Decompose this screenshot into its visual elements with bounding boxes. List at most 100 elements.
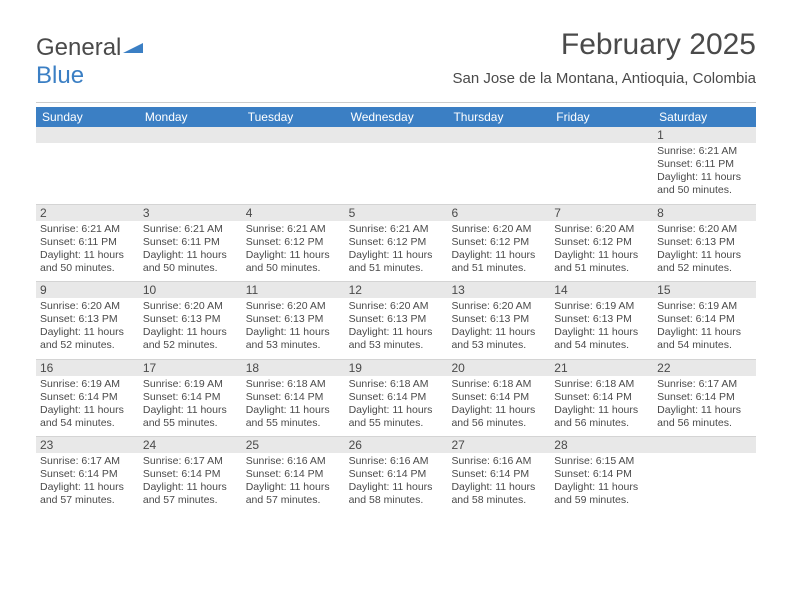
day-number: 17 <box>139 360 242 376</box>
day-info-line: and 56 minutes. <box>657 417 752 430</box>
day-info-line: Sunset: 6:14 PM <box>451 391 546 404</box>
day-info-line: and 52 minutes. <box>143 339 238 352</box>
day-info-line: and 53 minutes. <box>246 339 341 352</box>
day-number <box>36 127 139 143</box>
day-info-line: and 54 minutes. <box>40 417 135 430</box>
day-cell: Sunrise: 6:18 AMSunset: 6:14 PMDaylight:… <box>345 376 448 435</box>
day-cell <box>653 453 756 512</box>
day-info-line: and 55 minutes. <box>246 417 341 430</box>
day-info-line: Sunset: 6:14 PM <box>246 391 341 404</box>
day-info-line: Daylight: 11 hours <box>451 326 546 339</box>
day-cell <box>139 143 242 202</box>
day-info-line: Daylight: 11 hours <box>451 249 546 262</box>
day-cell: Sunrise: 6:18 AMSunset: 6:14 PMDaylight:… <box>447 376 550 435</box>
day-info-line: Daylight: 11 hours <box>246 481 341 494</box>
day-info-line: and 57 minutes. <box>40 494 135 507</box>
day-header-sunday: Sunday <box>36 107 139 127</box>
day-info-line: Sunrise: 6:20 AM <box>349 300 444 313</box>
week-row: Sunrise: 6:21 AMSunset: 6:11 PMDaylight:… <box>36 221 756 280</box>
day-info-line: Sunrise: 6:19 AM <box>554 300 649 313</box>
day-info-line: Sunset: 6:14 PM <box>349 468 444 481</box>
day-info-line: Daylight: 11 hours <box>143 326 238 339</box>
day-info-line: Sunrise: 6:16 AM <box>349 455 444 468</box>
day-info-line: and 50 minutes. <box>40 262 135 275</box>
day-info-line: Daylight: 11 hours <box>657 326 752 339</box>
day-info-line: Sunset: 6:12 PM <box>246 236 341 249</box>
day-info-line: and 50 minutes. <box>143 262 238 275</box>
day-cell: Sunrise: 6:20 AMSunset: 6:12 PMDaylight:… <box>550 221 653 280</box>
day-cell: Sunrise: 6:20 AMSunset: 6:13 PMDaylight:… <box>139 298 242 357</box>
day-info-line: Sunset: 6:14 PM <box>554 391 649 404</box>
day-info-line: Sunrise: 6:17 AM <box>143 455 238 468</box>
day-info-line: Daylight: 11 hours <box>246 404 341 417</box>
day-cell: Sunrise: 6:15 AMSunset: 6:14 PMDaylight:… <box>550 453 653 512</box>
day-info-line: Sunset: 6:11 PM <box>657 158 752 171</box>
day-cell: Sunrise: 6:19 AMSunset: 6:14 PMDaylight:… <box>36 376 139 435</box>
day-number: 14 <box>550 282 653 298</box>
weeks-container: 1Sunrise: 6:21 AMSunset: 6:11 PMDaylight… <box>36 127 756 512</box>
day-cell: Sunrise: 6:20 AMSunset: 6:13 PMDaylight:… <box>447 298 550 357</box>
daynum-row: 232425262728 <box>36 437 756 453</box>
day-header-tuesday: Tuesday <box>242 107 345 127</box>
day-cell: Sunrise: 6:20 AMSunset: 6:13 PMDaylight:… <box>36 298 139 357</box>
day-number: 12 <box>345 282 448 298</box>
day-cell: Sunrise: 6:17 AMSunset: 6:14 PMDaylight:… <box>36 453 139 512</box>
day-number: 15 <box>653 282 756 298</box>
day-info-line: Sunset: 6:14 PM <box>554 468 649 481</box>
day-cell: Sunrise: 6:20 AMSunset: 6:12 PMDaylight:… <box>447 221 550 280</box>
day-cell <box>447 143 550 202</box>
day-info-line: Sunset: 6:14 PM <box>143 468 238 481</box>
day-info-line: Sunrise: 6:21 AM <box>143 223 238 236</box>
day-number <box>139 127 242 143</box>
day-cell: Sunrise: 6:16 AMSunset: 6:14 PMDaylight:… <box>345 453 448 512</box>
day-info-line: Sunset: 6:13 PM <box>246 313 341 326</box>
day-info-line: Sunrise: 6:21 AM <box>349 223 444 236</box>
day-info-line: Sunrise: 6:15 AM <box>554 455 649 468</box>
day-number: 8 <box>653 205 756 221</box>
day-info-line: Sunset: 6:13 PM <box>451 313 546 326</box>
day-info-line: and 55 minutes. <box>349 417 444 430</box>
day-header-friday: Friday <box>550 107 653 127</box>
day-info-line: Sunset: 6:11 PM <box>143 236 238 249</box>
day-info-line: Sunset: 6:14 PM <box>657 313 752 326</box>
day-info-line: Daylight: 11 hours <box>451 481 546 494</box>
day-cell: Sunrise: 6:19 AMSunset: 6:14 PMDaylight:… <box>139 376 242 435</box>
day-info-line: Sunset: 6:12 PM <box>451 236 546 249</box>
day-header-saturday: Saturday <box>653 107 756 127</box>
day-info-line: Daylight: 11 hours <box>349 404 444 417</box>
day-info-line: and 55 minutes. <box>143 417 238 430</box>
day-info-line: Sunrise: 6:20 AM <box>246 300 341 313</box>
day-cell: Sunrise: 6:18 AMSunset: 6:14 PMDaylight:… <box>242 376 345 435</box>
day-info-line: Daylight: 11 hours <box>40 326 135 339</box>
day-cell: Sunrise: 6:21 AMSunset: 6:11 PMDaylight:… <box>139 221 242 280</box>
day-info-line: Sunset: 6:14 PM <box>451 468 546 481</box>
day-info-line: and 52 minutes. <box>40 339 135 352</box>
day-info-line: Sunset: 6:13 PM <box>349 313 444 326</box>
day-info-line: and 56 minutes. <box>451 417 546 430</box>
day-info-line: Sunrise: 6:16 AM <box>451 455 546 468</box>
day-info-line: Sunrise: 6:19 AM <box>143 378 238 391</box>
day-info-line: Sunrise: 6:18 AM <box>349 378 444 391</box>
day-info-line: Sunset: 6:14 PM <box>246 468 341 481</box>
day-number: 11 <box>242 282 345 298</box>
day-cell: Sunrise: 6:16 AMSunset: 6:14 PMDaylight:… <box>447 453 550 512</box>
day-info-line: Sunset: 6:14 PM <box>40 391 135 404</box>
day-info-line: Sunrise: 6:19 AM <box>657 300 752 313</box>
day-info-line: Sunset: 6:14 PM <box>40 468 135 481</box>
calendar: Sunday Monday Tuesday Wednesday Thursday… <box>36 107 756 512</box>
day-info-line: Sunrise: 6:20 AM <box>451 300 546 313</box>
day-cell <box>36 143 139 202</box>
day-info-line: and 51 minutes. <box>349 262 444 275</box>
day-cell: Sunrise: 6:20 AMSunset: 6:13 PMDaylight:… <box>345 298 448 357</box>
day-cell: Sunrise: 6:21 AMSunset: 6:11 PMDaylight:… <box>653 143 756 202</box>
day-info-line: Daylight: 11 hours <box>143 249 238 262</box>
day-cell <box>242 143 345 202</box>
day-info-line: Sunrise: 6:20 AM <box>451 223 546 236</box>
day-number <box>447 127 550 143</box>
day-number: 13 <box>447 282 550 298</box>
logo-text-general: General <box>36 34 121 61</box>
day-info-line: Sunrise: 6:16 AM <box>246 455 341 468</box>
daynum-row: 1 <box>36 127 756 143</box>
day-info-line: Daylight: 11 hours <box>657 249 752 262</box>
day-info-line: Sunset: 6:12 PM <box>554 236 649 249</box>
